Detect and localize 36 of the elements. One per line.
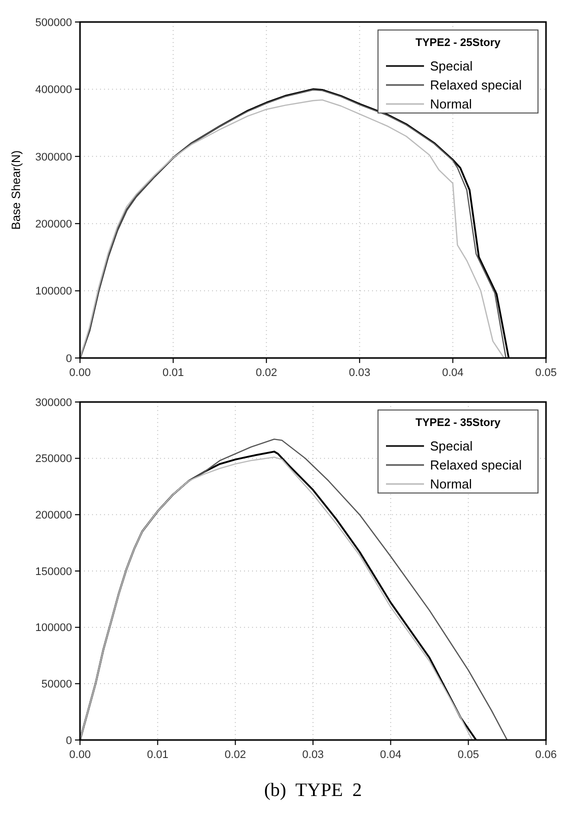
legend-label: Relaxed special: [430, 458, 522, 473]
y-tick-label: 0: [66, 734, 72, 747]
x-tick-label: 0.06: [535, 749, 557, 761]
y-tick-label: 100000: [35, 286, 72, 298]
legend-title: TYPE2 - 35Story: [416, 417, 502, 429]
y-tick-label: 150000: [35, 566, 72, 578]
legend-label: Normal: [430, 476, 472, 492]
y-tick-label: 250000: [35, 453, 72, 466]
x-tick-label: 0.03: [302, 749, 324, 761]
legend-title: TYPE2 - 25Story: [416, 37, 502, 49]
legend-label: Relaxed special: [430, 78, 522, 93]
legend-label: Special: [430, 58, 473, 74]
x-tick-label: 0.03: [348, 367, 370, 379]
x-tick-label: 0.04: [380, 749, 402, 761]
x-tick-label: 0.05: [535, 367, 557, 379]
x-tick-label: 0.02: [256, 367, 278, 379]
legend-label: Normal: [430, 96, 472, 112]
y-tick-label: 300000: [35, 151, 72, 164]
x-tick-label: 0.05: [458, 749, 480, 761]
x-tick-label: 0.01: [146, 749, 168, 761]
y-tick-label: 200000: [35, 218, 72, 230]
y-tick-label: 100000: [35, 622, 72, 634]
y-tick-label: 400000: [35, 84, 72, 96]
y-tick-label: 300000: [35, 396, 72, 409]
x-tick-label: 0.01: [162, 367, 184, 379]
y-tick-label: 200000: [35, 510, 72, 522]
text: (b) TYPE 2: [264, 780, 362, 801]
x-tick-label: 0.04: [442, 367, 464, 379]
x-tick-label: 0.00: [69, 367, 91, 379]
x-tick-label: 0.00: [69, 749, 91, 761]
y-axis-title: Base Shear(N): [9, 150, 23, 230]
legend-label: Special: [430, 438, 473, 454]
y-tick-label: 50000: [41, 678, 72, 691]
y-tick-label: 500000: [35, 16, 72, 29]
x-tick-label: 0.02: [224, 749, 246, 761]
y-tick-label: 0: [66, 352, 72, 365]
